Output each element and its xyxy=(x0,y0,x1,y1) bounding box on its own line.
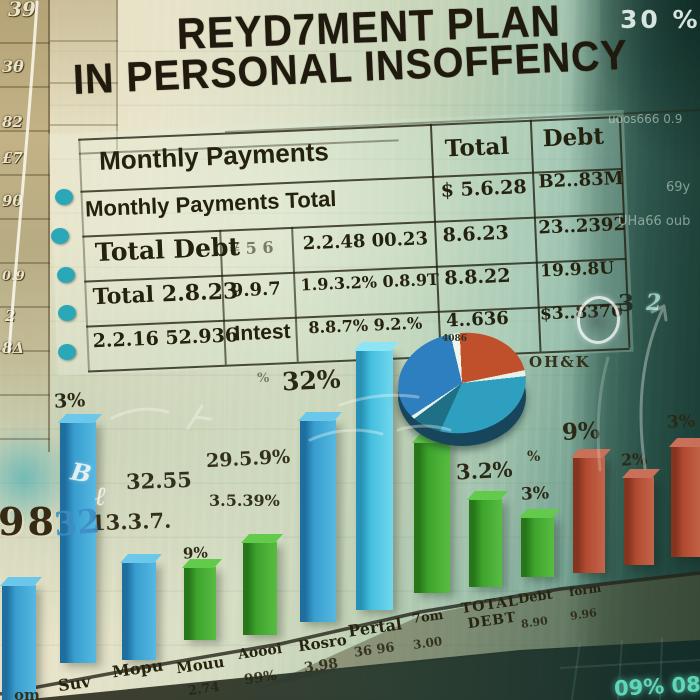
table-cell: Total Debt xyxy=(94,232,241,268)
bar-pct-label: 3% xyxy=(520,483,550,505)
table-cell: Monthly Payments Total xyxy=(84,185,337,222)
bar xyxy=(573,457,605,573)
bar xyxy=(122,562,156,660)
x-axis-value: 2.74 xyxy=(187,679,221,700)
faint-watermark-text: UHa66 oub xyxy=(618,214,691,229)
margin-note: 9θ xyxy=(2,192,23,210)
bar xyxy=(184,567,216,640)
glow-percent-text: 09% 08% xyxy=(613,671,700,700)
table-header-monthly-payments: Monthly Payments xyxy=(98,136,330,176)
margin-note: 39 xyxy=(8,0,36,21)
bar-pct-label: 9% xyxy=(182,543,209,563)
bar xyxy=(469,499,502,587)
scatter-number: 2 xyxy=(646,290,662,316)
dark-corner-shade xyxy=(600,0,700,160)
blue-number: 32 xyxy=(52,501,102,544)
table-cell: 8.8.22 xyxy=(443,264,511,290)
x-axis-value: 99% xyxy=(243,667,278,689)
table-cell: 4..636 xyxy=(445,307,510,332)
x-axis-label: Rosro xyxy=(296,630,348,656)
chalk-letter: ℓ xyxy=(95,482,107,512)
table-cell: B2..83M xyxy=(538,167,625,193)
bar xyxy=(624,477,654,565)
x-axis-value: 3.98 xyxy=(303,655,340,677)
faint-watermark-text: uoos666 0.9 xyxy=(608,112,683,126)
bullet-icon xyxy=(57,267,75,283)
table-cell: ¥ 5 6 xyxy=(228,237,274,259)
x-axis-value: 8.90 xyxy=(520,614,549,631)
scatter-number: 3 xyxy=(618,290,635,317)
scatter-number: % xyxy=(257,371,270,386)
table-cell: 23..2392 xyxy=(537,213,627,239)
bar-pct-label: 32% xyxy=(281,364,342,397)
table-cell: 8.6.23 xyxy=(442,221,510,247)
bullet-icon xyxy=(58,305,76,321)
scatter-number: om xyxy=(14,686,40,700)
margin-note: £7 xyxy=(2,149,23,167)
x-axis-label-total-debt: TOTAL DEBT xyxy=(460,593,520,633)
repayment-table: Monthly Payments Total Debt Monthly Paym… xyxy=(48,109,634,376)
margin-note: 0.9 xyxy=(2,269,25,284)
table-cell: 9.9.7 xyxy=(230,278,282,302)
x-axis-label: Debt xyxy=(517,587,554,608)
x-axis-label: 7om xyxy=(411,607,445,628)
x-axis-label: Suv xyxy=(56,671,92,696)
bullet-icon xyxy=(55,189,73,205)
x-axis-label: Mouu xyxy=(174,652,226,678)
bar xyxy=(414,442,450,593)
x-axis-value: 3.00 xyxy=(412,634,444,652)
bar xyxy=(521,517,554,577)
bar xyxy=(300,420,336,622)
scatter-number: % xyxy=(527,449,541,465)
scatter-number: 4086 xyxy=(442,334,468,344)
table-cell: 2.2.48 00.23 xyxy=(302,228,429,255)
table-header-debt: Debt xyxy=(542,122,605,153)
bullet-icon xyxy=(58,344,76,360)
x-axis-label: Mopu xyxy=(110,655,165,682)
table-header-total: Total xyxy=(444,132,510,163)
x-axis-label: Aoooi xyxy=(237,641,284,663)
bar-pct-label: 3% xyxy=(53,389,86,413)
bar-pct-label: 3.2% xyxy=(455,456,514,485)
margin-note: 3θ xyxy=(2,57,24,76)
faint-watermark-text: 69y xyxy=(666,180,691,195)
bar-pct-label: 3% xyxy=(666,411,696,433)
bar xyxy=(2,585,36,700)
margin-note: 8Δ xyxy=(2,339,25,357)
x-axis-value: 36 96 xyxy=(353,640,396,661)
bar-pct-label: 2% xyxy=(620,449,648,470)
table-cell: $ 5.6.28 xyxy=(440,176,528,202)
bar-pct-label: 9% xyxy=(561,417,601,446)
table-cell: Intest xyxy=(234,320,291,346)
table-cell: 2.2.16 52.936 xyxy=(92,324,239,353)
stencil-number: 98 xyxy=(0,499,57,544)
bar xyxy=(671,446,700,557)
top-right-percent: 30 % xyxy=(620,5,700,34)
scatter-number: 29.5.9% xyxy=(205,445,291,473)
table-cell: 8.8.7% 9.2.% xyxy=(307,313,423,338)
scatter-number: 3.5.39% xyxy=(209,491,280,510)
x-axis-label: Pertal xyxy=(346,614,404,641)
pie-annotation: OH&K xyxy=(529,353,591,371)
table-cell: 19.9.8U xyxy=(539,258,615,282)
bullet-icon xyxy=(51,228,69,244)
table-cell: Total 2.8.23 xyxy=(92,278,239,311)
table-cell: 1.9.3.2% 0.8.9T xyxy=(300,269,440,295)
bar xyxy=(356,350,393,610)
bar xyxy=(243,542,277,635)
margin-note: 2 xyxy=(5,307,16,325)
margin-note: 82 xyxy=(2,113,23,131)
scatter-number: 32.55 xyxy=(125,466,193,495)
ledger-margin-strip-2 xyxy=(50,0,118,150)
